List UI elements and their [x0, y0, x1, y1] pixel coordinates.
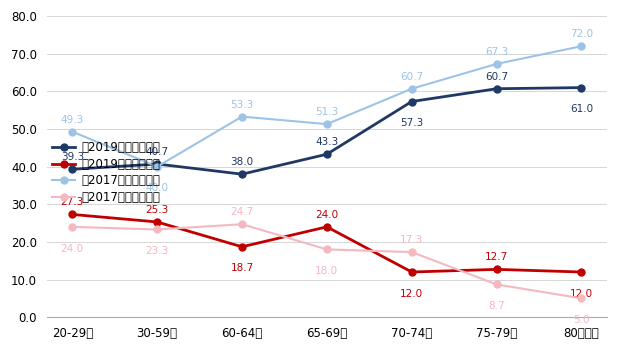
- Line: 、2017】自信がある: 、2017】自信がある: [69, 43, 585, 170]
- Text: 24.7: 24.7: [231, 207, 253, 217]
- Text: 40.7: 40.7: [146, 147, 169, 157]
- Text: 18.7: 18.7: [231, 264, 253, 273]
- 、2019】自信がない: [153, 220, 161, 224]
- 、2017】自信がある: [69, 130, 76, 134]
- Text: 24.0: 24.0: [315, 210, 339, 220]
- Text: 17.3: 17.3: [400, 235, 423, 245]
- 、2019】自信がない: [408, 270, 415, 274]
- Text: 8.7: 8.7: [488, 301, 505, 311]
- 、2019】自信がある: [578, 86, 585, 90]
- Text: 5.0: 5.0: [573, 315, 590, 325]
- Text: 27.3: 27.3: [61, 198, 84, 207]
- Line: 、2017】自信がない: 、2017】自信がない: [69, 221, 585, 302]
- Text: 67.3: 67.3: [485, 47, 508, 57]
- Text: 53.3: 53.3: [231, 100, 253, 110]
- Text: 43.3: 43.3: [315, 137, 339, 147]
- Text: 60.7: 60.7: [485, 72, 508, 82]
- Text: 49.3: 49.3: [61, 115, 84, 125]
- Text: 12.0: 12.0: [570, 289, 593, 299]
- Text: 12.7: 12.7: [485, 252, 508, 263]
- 、2017】自信がある: [578, 44, 585, 48]
- Line: 、2019】自信がある: 、2019】自信がある: [69, 84, 585, 178]
- Text: 40.0: 40.0: [146, 183, 169, 193]
- Text: 18.0: 18.0: [315, 266, 339, 276]
- 、2017】自信がない: [239, 222, 246, 226]
- 、2017】自信がある: [493, 62, 501, 66]
- Text: 38.0: 38.0: [231, 157, 253, 167]
- Text: 23.3: 23.3: [145, 246, 169, 256]
- 、2017】自信がある: [323, 122, 331, 126]
- Legend: 、2019】自信がある, 、2019】自信がない, 、2017】自信がある, 、2017】自信がない: 、2019】自信がある, 、2019】自信がない, 、2017】自信がある, 、…: [47, 137, 165, 208]
- 、2019】自信がない: [493, 267, 501, 271]
- 、2019】自信がない: [323, 225, 331, 229]
- 、2017】自信がない: [153, 227, 161, 232]
- 、2017】自信がある: [239, 114, 246, 119]
- Text: 51.3: 51.3: [315, 107, 339, 117]
- 、2019】自信がある: [153, 162, 161, 166]
- 、2017】自信がある: [153, 165, 161, 169]
- 、2019】自信がある: [408, 99, 415, 104]
- 、2019】自信がない: [239, 245, 246, 249]
- 、2019】自信がある: [239, 172, 246, 176]
- Text: 72.0: 72.0: [570, 29, 593, 39]
- 、2017】自信がない: [578, 296, 585, 300]
- 、2017】自信がない: [493, 282, 501, 286]
- Text: 25.3: 25.3: [145, 205, 169, 215]
- Text: 24.0: 24.0: [61, 244, 84, 253]
- 、2017】自信がない: [323, 247, 331, 252]
- 、2017】自信がない: [69, 225, 76, 229]
- 、2019】自信がある: [69, 167, 76, 171]
- Text: 60.7: 60.7: [400, 72, 423, 82]
- Text: 61.0: 61.0: [570, 104, 593, 114]
- 、2017】自信がない: [408, 250, 415, 254]
- 、2017】自信がある: [408, 87, 415, 91]
- 、2019】自信がある: [323, 152, 331, 156]
- 、2019】自信がない: [578, 270, 585, 274]
- Text: 12.0: 12.0: [400, 289, 423, 299]
- Text: 39.3: 39.3: [61, 152, 84, 162]
- 、2019】自信がない: [69, 212, 76, 217]
- Line: 、2019】自信がない: 、2019】自信がない: [69, 211, 585, 276]
- 、2019】自信がある: [493, 87, 501, 91]
- Text: 57.3: 57.3: [400, 118, 423, 128]
